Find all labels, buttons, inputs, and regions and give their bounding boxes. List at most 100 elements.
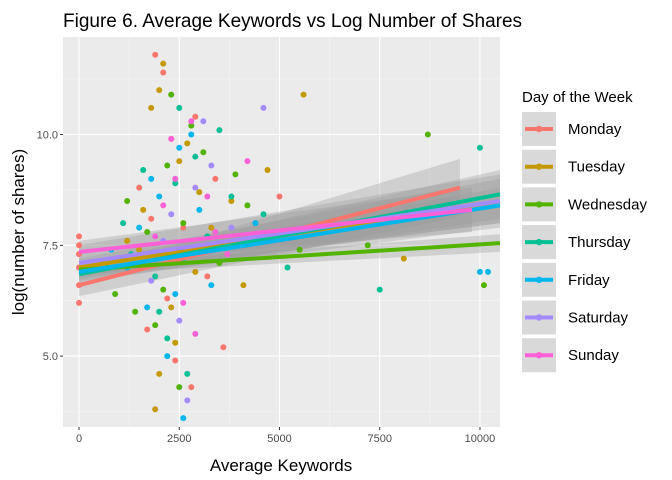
- data-point: [124, 197, 131, 204]
- data-point: [152, 273, 159, 280]
- data-point: [176, 144, 183, 151]
- data-point: [476, 144, 483, 151]
- data-point: [164, 335, 171, 342]
- legend-label: Monday: [568, 121, 622, 138]
- data-point: [188, 131, 195, 138]
- x-tick-label: 5000: [267, 433, 291, 445]
- data-point: [188, 384, 195, 391]
- trend-line: [78, 203, 501, 274]
- data-point: [244, 158, 251, 165]
- data-point: [208, 282, 215, 289]
- data-point: [136, 184, 143, 191]
- legend-key-point: [535, 276, 543, 283]
- legend-label: Wednesday: [568, 196, 647, 213]
- data-point: [220, 344, 227, 351]
- legend-label: Tuesday: [568, 159, 625, 176]
- data-point: [184, 140, 191, 147]
- y-axis-title: log(number of shares): [9, 149, 28, 315]
- data-point: [160, 60, 167, 67]
- trend-line: [78, 198, 501, 266]
- data-point: [188, 122, 195, 129]
- data-point: [216, 127, 223, 134]
- data-point: [148, 104, 155, 111]
- data-point: [424, 131, 431, 138]
- data-point: [164, 162, 171, 169]
- confidence-ribbon: [79, 187, 472, 264]
- data-point: [200, 149, 207, 156]
- data-point: [172, 175, 179, 182]
- data-point: [168, 304, 175, 311]
- data-point: [148, 277, 155, 284]
- data-point: [124, 237, 131, 244]
- data-point: [176, 104, 183, 111]
- data-point: [200, 118, 207, 125]
- x-tick-label: 7500: [367, 433, 391, 445]
- data-point: [224, 251, 231, 258]
- data-point: [76, 242, 83, 249]
- data-point: [228, 224, 235, 231]
- data-point: [192, 268, 199, 275]
- legend-label: Sunday: [568, 347, 619, 364]
- data-point: [180, 299, 187, 306]
- data-point: [180, 220, 187, 227]
- data-point: [204, 193, 211, 200]
- data-point: [136, 224, 143, 231]
- data-point: [76, 299, 83, 306]
- data-point: [168, 211, 175, 218]
- legend: Day of the Week Monday Tuesday Wednesday Th…: [522, 89, 647, 373]
- legend-key-point: [535, 314, 543, 321]
- data-point: [172, 339, 179, 346]
- data-point: [152, 322, 159, 329]
- data-point: [228, 193, 235, 200]
- data-point: [188, 118, 195, 125]
- legend-key-point: [535, 238, 543, 246]
- data-point: [364, 242, 371, 249]
- data-point: [156, 308, 163, 315]
- x-axis: 0 2500 5000 7500 10000: [76, 427, 495, 445]
- data-point: [140, 206, 147, 213]
- data-point: [172, 180, 179, 187]
- data-point: [152, 233, 159, 240]
- y-tick-label: 10.0: [37, 130, 58, 142]
- data-point: [192, 330, 199, 337]
- data-point: [476, 268, 483, 275]
- data-point: [300, 91, 307, 98]
- data-point: [400, 255, 407, 262]
- legend-label: Thursday: [568, 234, 631, 251]
- data-point: [144, 326, 151, 333]
- data-point: [168, 135, 175, 142]
- legend-label: Saturday: [568, 310, 629, 327]
- data-point: [244, 202, 251, 209]
- data-point: [284, 264, 291, 271]
- data-point: [112, 291, 119, 298]
- data-point: [192, 184, 199, 191]
- data-point: [296, 246, 303, 253]
- data-point: [156, 87, 163, 94]
- data-point: [376, 286, 383, 293]
- data-point: [176, 158, 183, 165]
- data-point: [484, 268, 491, 275]
- data-point: [260, 211, 267, 218]
- data-points: [76, 51, 491, 422]
- data-point: [260, 104, 267, 111]
- legend-title: Day of the Week: [522, 89, 633, 106]
- x-tick-label: 10000: [465, 433, 496, 445]
- data-point: [156, 370, 163, 377]
- data-point: [228, 197, 235, 204]
- data-point: [184, 397, 191, 404]
- data-point: [172, 357, 179, 364]
- data-point: [144, 304, 151, 311]
- data-point: [184, 370, 191, 377]
- data-point: [176, 384, 183, 391]
- data-point: [172, 291, 179, 298]
- trend-line: [78, 207, 473, 254]
- y-tick-label: 5.0: [43, 351, 58, 363]
- data-point: [160, 69, 167, 76]
- data-point: [276, 193, 283, 200]
- trend-lines: [78, 185, 501, 288]
- data-point: [204, 273, 211, 280]
- data-point: [208, 162, 215, 169]
- data-point: [136, 246, 143, 253]
- data-point: [196, 189, 203, 196]
